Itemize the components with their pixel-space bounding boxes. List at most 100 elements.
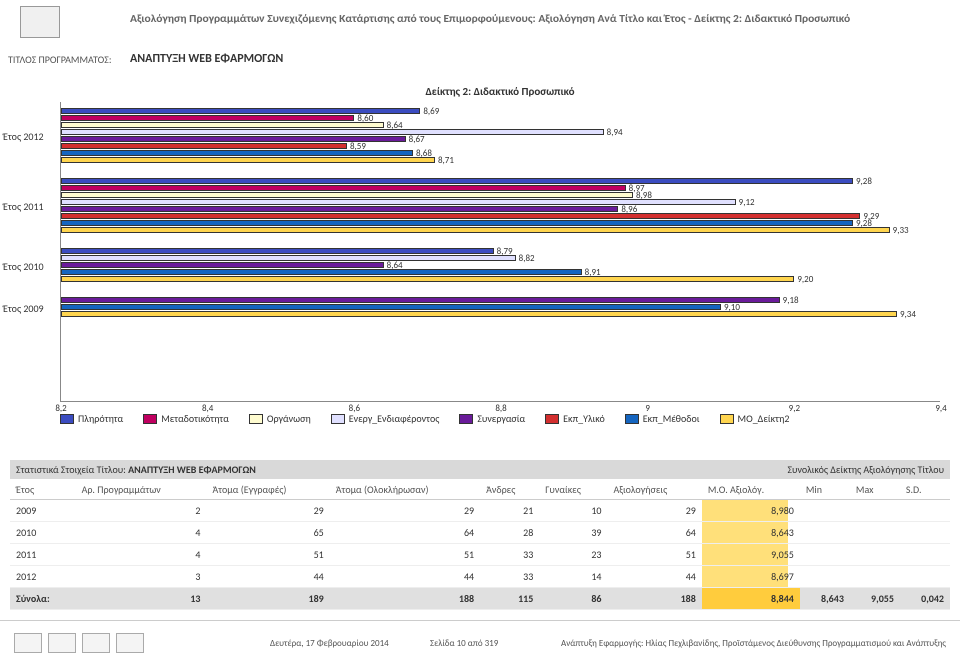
table-cell: 33 [480, 544, 539, 566]
table-cell: 23 [539, 544, 607, 566]
table-cell: 44 [608, 566, 702, 588]
footer-logo [82, 633, 110, 653]
table-cell: 10 [539, 500, 607, 522]
bar-value-label: 8,94 [607, 127, 623, 138]
legend-label: Ενεργ_Ενδιαφέροντος [349, 412, 440, 425]
totals-row: Σύνολα:13189188115861888,8448,6439,0550,… [10, 588, 950, 610]
bar-value-label: 8,71 [438, 155, 454, 166]
table-cell: 51 [206, 544, 329, 566]
table-cell [800, 500, 850, 522]
bar [61, 220, 853, 226]
legend-swatch [545, 414, 559, 424]
legend-label: Μεταδοτικότητα [161, 412, 229, 425]
bar-value-label: 9,12 [739, 197, 755, 208]
bar [61, 311, 897, 317]
footer-date: Δευτέρα, 17 Φεβρουαρίου 2014 [270, 638, 389, 649]
totals-cell: 0,042 [900, 588, 950, 610]
table-header: Άνδρες [480, 480, 539, 500]
totals-cell: 115 [480, 588, 539, 610]
legend-swatch [625, 414, 639, 424]
footer-logos [14, 633, 144, 653]
bar-value-label: 9,34 [900, 309, 916, 320]
table-header: Min [800, 480, 850, 500]
table-cell [850, 544, 900, 566]
legend-swatch [249, 414, 263, 424]
table-cell [800, 544, 850, 566]
table-cell: 4 [76, 522, 207, 544]
legend-item: Εκπ_Μέθοδοι [625, 412, 700, 425]
table-header: Αρ. Προγραμμάτων [76, 480, 207, 500]
table-header: Έτος [10, 480, 76, 500]
table-cell: 21 [480, 500, 539, 522]
bar-value-label: 8,82 [519, 253, 535, 264]
year-label: Έτος 2010 [3, 260, 44, 273]
chart-container: Δείκτης 2: Διδακτικό Προσωπικό Έτος 2012… [60, 85, 940, 430]
bar [61, 262, 384, 268]
legend-swatch [459, 414, 473, 424]
bar [61, 143, 347, 149]
legend-item: Μεταδοτικότητα [143, 412, 229, 425]
table-cell: 2 [76, 500, 207, 522]
table-cell [900, 500, 950, 522]
legend-swatch [331, 414, 345, 424]
table-header: Άτομα (Εγγραφές) [206, 480, 329, 500]
legend-swatch [720, 414, 734, 424]
bar-value-label: 9,28 [856, 176, 872, 187]
bar [61, 178, 853, 184]
bar-value-label: 9,33 [893, 225, 909, 236]
totals-cell: 9,055 [850, 588, 900, 610]
year-label: Έτος 2012 [3, 130, 44, 143]
footer-logo [14, 633, 42, 653]
table-header: Αξιολογήσεις [608, 480, 702, 500]
bar-value-label: 9,18 [783, 295, 799, 306]
table-cell: 29 [330, 500, 480, 522]
chart-title: Δείκτης 2: Διδακτικό Προσωπικό [60, 85, 940, 98]
footer-right: Ανάπτυξη Εφαρμογής: Ηλίας Πεχλιβανίδης, … [561, 638, 946, 649]
legend-label: Εκπ_Μέθοδοι [643, 412, 700, 425]
bar [61, 227, 890, 233]
bar [61, 297, 780, 303]
bar [61, 192, 633, 198]
table-cell: 29 [608, 500, 702, 522]
totals-cell: 189 [206, 588, 329, 610]
table-cell: 2009 [10, 500, 76, 522]
bar [61, 129, 604, 135]
table-row: 2009229292110298,980 [10, 500, 950, 522]
legend-label: Συνεργασία [477, 412, 525, 425]
table-cell: 44 [330, 566, 480, 588]
table-cell: 8,980 [702, 500, 800, 522]
bar [61, 276, 794, 282]
stats-header-right: Συνολικός Δείκτης Αξιολόγησης Τίτλου [787, 463, 944, 476]
legend-item: ΜΟ_Δείκτη2 [720, 412, 790, 425]
totals-cell: 188 [330, 588, 480, 610]
program-label: ΤΙΤΛΟΣ ΠΡΟΓΡΑΜΜΑΤΟΣ: [8, 53, 112, 66]
table-header: S.D. [900, 480, 950, 500]
totals-cell: 86 [539, 588, 607, 610]
table-cell: 64 [608, 522, 702, 544]
bar [61, 115, 354, 121]
totals-label: Σύνολα: [10, 588, 76, 610]
page-header: Αξιολόγηση Προγραμμάτων Συνεχιζόμενης Κα… [130, 12, 850, 26]
totals-cell: 8,643 [800, 588, 850, 610]
bar [61, 269, 582, 275]
table-cell: 51 [608, 544, 702, 566]
legend-label: Εκπ_Υλικό [563, 412, 605, 425]
table-cell: 51 [330, 544, 480, 566]
table-row: 2011451513323519,055 [10, 544, 950, 566]
top-logo [20, 6, 60, 38]
bar-value-label: 9,20 [797, 274, 813, 285]
bar-value-label: 8,69 [423, 106, 439, 117]
legend-item: Πληρότητα [60, 412, 123, 425]
table-cell [900, 522, 950, 544]
bar [61, 255, 516, 261]
table-cell: 64 [330, 522, 480, 544]
table-cell [800, 522, 850, 544]
table-cell: 44 [206, 566, 329, 588]
table-cell: 9,055 [702, 544, 800, 566]
table-cell: 14 [539, 566, 607, 588]
table-row: 2012344443314448,697 [10, 566, 950, 588]
bar [61, 157, 435, 163]
page-footer: Δευτέρα, 17 Φεβρουαρίου 2014 Σελίδα 10 α… [0, 620, 960, 665]
legend-item: Οργάνωση [249, 412, 311, 425]
table-header: Γυναίκες [539, 480, 607, 500]
